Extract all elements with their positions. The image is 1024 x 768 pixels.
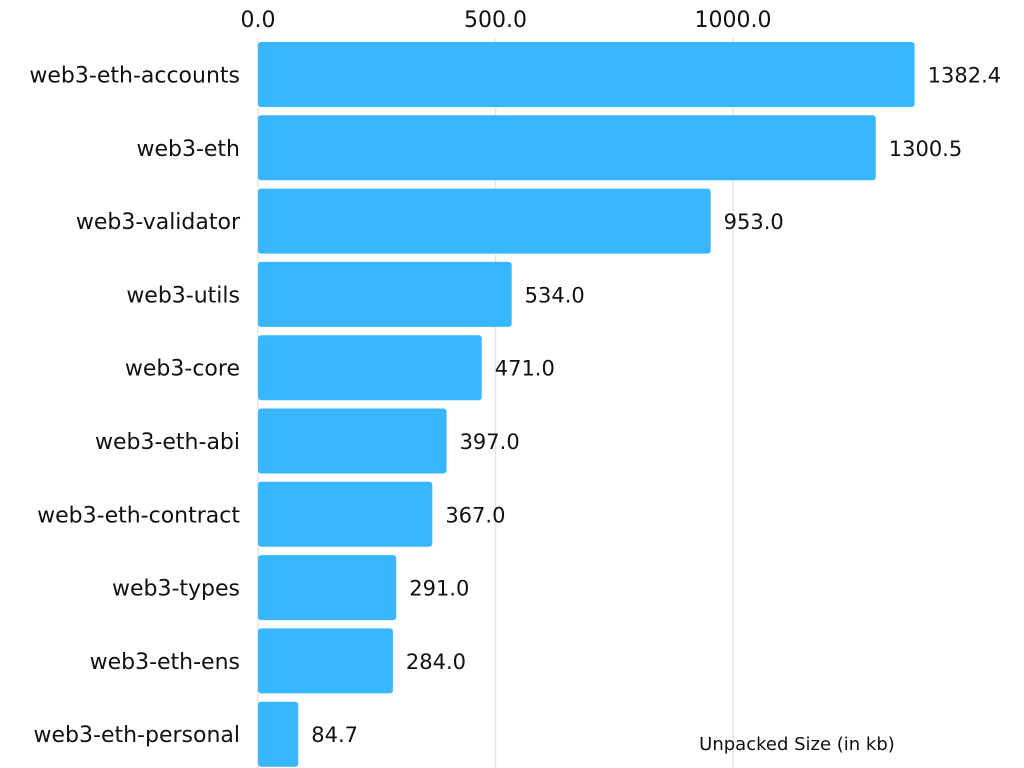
category-label: web3-eth xyxy=(136,137,240,162)
value-label: 367.0 xyxy=(445,503,505,527)
value-label: 84.7 xyxy=(311,723,358,747)
value-label: 397.0 xyxy=(460,430,520,454)
x-tick-label: 1000.0 xyxy=(695,8,772,33)
category-label: web3-core xyxy=(125,357,240,382)
value-label: 1382.4 xyxy=(928,64,1001,88)
category-label: web3-eth-personal xyxy=(34,723,240,748)
category-label: web3-eth-abi xyxy=(95,430,240,455)
category-label: web3-types xyxy=(112,577,240,602)
value-label: 534.0 xyxy=(525,283,585,307)
category-label: web3-eth-ens xyxy=(90,650,240,675)
value-label: 471.0 xyxy=(495,357,555,381)
category-label: web3-validator xyxy=(76,210,241,235)
x-tick-label: 500.0 xyxy=(464,8,527,33)
bars xyxy=(258,42,915,767)
bar-web3-eth-ens xyxy=(258,628,393,694)
bar-web3-eth-personal xyxy=(258,701,299,767)
category-labels: web3-eth-accounts web3-eth web3-validator w… xyxy=(29,64,241,749)
x-tick-label: 0.0 xyxy=(241,8,276,33)
bar-web3-utils xyxy=(258,261,512,327)
x-tick-labels: 0.0 500.0 1000.0 xyxy=(241,8,772,33)
x-axis-title: Unpacked Size (in kb) xyxy=(699,734,895,755)
bar-web3-eth-contract xyxy=(258,481,433,547)
bar-web3-types xyxy=(258,555,397,621)
bar-web3-validator xyxy=(258,188,711,254)
category-label: web3-utils xyxy=(126,283,240,308)
value-labels: 1382.4 1300.5 953.0 534.0 471.0 397.0 367.0 291… xyxy=(311,64,1001,748)
bar-web3-eth-accounts xyxy=(258,42,915,107)
bar-web3-eth-abi xyxy=(258,408,447,474)
category-label: web3-eth-contract xyxy=(37,503,240,528)
category-label: web3-eth-accounts xyxy=(29,64,240,89)
value-label: 284.0 xyxy=(406,650,466,674)
bar-web3-core xyxy=(258,335,482,401)
value-label: 291.0 xyxy=(409,577,469,601)
value-label: 953.0 xyxy=(724,210,784,234)
value-label: 1300.5 xyxy=(889,137,962,161)
bar-web3-eth xyxy=(258,115,876,181)
